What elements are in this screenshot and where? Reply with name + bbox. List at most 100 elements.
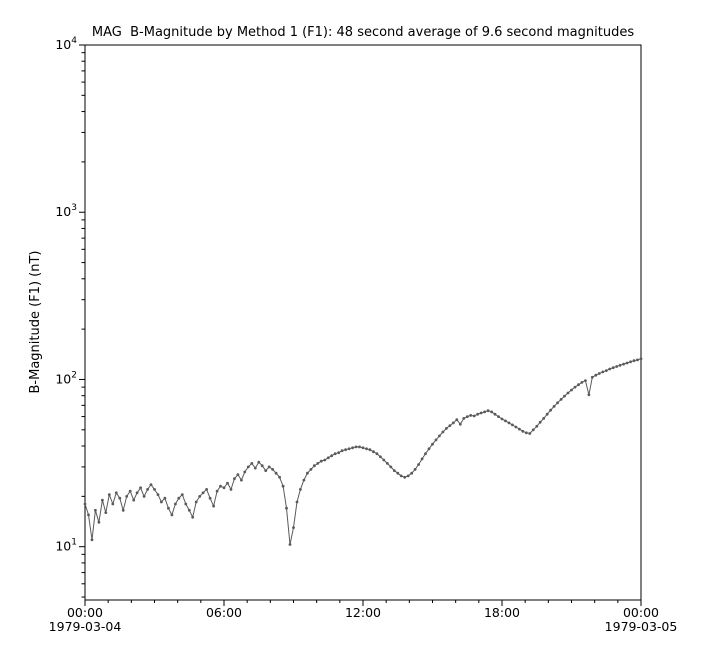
series-point <box>111 502 115 506</box>
series-point <box>368 448 372 452</box>
series-point <box>597 372 601 375</box>
series-point <box>372 450 375 454</box>
series-point <box>552 405 556 408</box>
series-point <box>629 360 632 364</box>
series-point <box>187 508 191 512</box>
series-point <box>309 468 313 471</box>
series-point <box>351 446 354 450</box>
series-point <box>125 495 129 498</box>
series-point <box>323 458 327 462</box>
plot-title: MAG B-Magnitude by Method 1 (F1): 48 sec… <box>92 25 634 40</box>
series-point <box>87 513 90 517</box>
series-point <box>542 417 546 420</box>
plot-frame <box>84 44 642 601</box>
series-point <box>427 447 431 451</box>
series-point <box>281 484 285 488</box>
series-point <box>295 500 299 504</box>
series-point <box>191 515 195 519</box>
series-point <box>229 488 233 491</box>
series-point <box>399 474 403 478</box>
series-point <box>226 481 229 485</box>
series-point <box>306 471 309 475</box>
series-point <box>361 446 365 450</box>
series-point <box>365 447 368 451</box>
series-point <box>330 454 334 458</box>
x-axis: 00:00 06:00 12:00 18:00 00:00 <box>67 600 659 620</box>
y-tick-label: 104 <box>55 36 77 52</box>
series-point <box>149 483 153 486</box>
series-point <box>465 415 469 418</box>
series-point <box>531 428 535 432</box>
series-point <box>573 385 577 389</box>
series-point <box>333 452 337 456</box>
series-point <box>479 411 483 415</box>
y-axis-label: B-Magnitude (F1) (nT) <box>28 251 43 394</box>
series-point <box>253 466 257 470</box>
series-point <box>611 366 615 370</box>
series-point <box>375 452 379 456</box>
x-axis-date-end: 1979-03-05 <box>605 619 678 634</box>
series-point <box>441 430 445 434</box>
series-point <box>413 468 417 471</box>
series-point <box>219 484 222 488</box>
series-point <box>132 498 136 502</box>
series-point <box>389 465 393 469</box>
series-point <box>500 417 504 421</box>
series-point <box>292 526 295 529</box>
series-point <box>107 493 111 496</box>
series-point <box>337 451 341 455</box>
series-point <box>392 469 396 472</box>
series-point <box>340 449 344 453</box>
series-point <box>156 493 160 496</box>
series-point <box>476 412 480 416</box>
series-point <box>417 463 420 466</box>
series-point <box>194 500 198 504</box>
series-point <box>528 432 532 435</box>
series-point <box>167 506 170 510</box>
series-point <box>448 424 452 427</box>
series-point <box>319 459 323 463</box>
series-point <box>559 398 563 401</box>
series-point <box>403 475 407 479</box>
series-point <box>288 543 292 546</box>
series-point <box>379 455 382 459</box>
series-point <box>278 475 281 479</box>
series-point <box>632 359 636 363</box>
series-point <box>201 491 205 495</box>
series-point <box>486 409 490 413</box>
series-point <box>358 445 361 449</box>
series-point <box>431 442 434 446</box>
series-point <box>570 388 573 392</box>
series-point <box>142 495 146 498</box>
series-point <box>577 383 580 387</box>
series-point <box>271 468 274 471</box>
x-tick-label: 06:00 <box>206 605 242 620</box>
series-point <box>410 471 414 475</box>
series-point <box>83 502 87 506</box>
series-point <box>490 410 493 414</box>
series-point <box>316 462 320 465</box>
series-point <box>344 448 347 452</box>
y-axis: 101 102 103 104 <box>55 36 85 598</box>
series-point <box>354 445 358 449</box>
series-point <box>139 486 143 490</box>
series-point <box>326 456 330 460</box>
axes-box <box>84 44 642 601</box>
series-point <box>521 429 525 433</box>
series-point <box>636 358 639 362</box>
series-point <box>101 498 104 502</box>
series-point <box>584 379 587 382</box>
series-point <box>177 496 181 500</box>
series-point <box>208 496 212 500</box>
series-point <box>97 520 101 524</box>
series-point <box>483 410 486 414</box>
series-point <box>382 458 386 462</box>
series-point <box>472 414 476 418</box>
series-point <box>608 367 612 371</box>
series-point <box>267 465 271 469</box>
series-line <box>84 358 642 545</box>
x-tick-label: 00:00 <box>67 605 103 620</box>
series-point <box>121 508 125 512</box>
series-point <box>618 363 622 367</box>
